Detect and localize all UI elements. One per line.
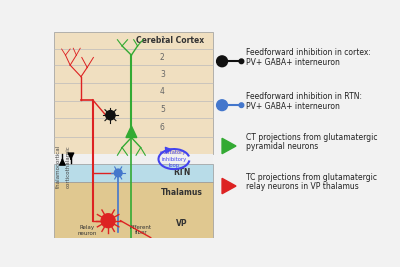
Circle shape	[217, 100, 228, 111]
Text: Relay
neuron: Relay neuron	[78, 225, 97, 236]
Text: corticothalamic: corticothalamic	[65, 146, 70, 188]
Text: excitatory-
inhibitory
loop: excitatory- inhibitory loop	[160, 150, 188, 168]
Polygon shape	[222, 178, 236, 194]
Text: Feedforward inhibition in RTN:: Feedforward inhibition in RTN:	[246, 92, 362, 101]
Text: RTN: RTN	[173, 168, 190, 178]
Text: 1: 1	[160, 36, 165, 45]
Text: PV+ GABA+ interneuron: PV+ GABA+ interneuron	[246, 58, 340, 67]
Text: VP: VP	[176, 218, 188, 227]
Text: 5: 5	[160, 105, 165, 114]
Text: 3: 3	[160, 69, 165, 78]
Polygon shape	[126, 126, 137, 138]
Text: TC projections from glutamatergic: TC projections from glutamatergic	[246, 173, 377, 182]
Circle shape	[239, 59, 244, 64]
Circle shape	[239, 103, 244, 108]
Text: Cerebral Cortex: Cerebral Cortex	[136, 36, 204, 45]
Bar	[54, 182, 213, 238]
Text: thalamocortical: thalamocortical	[56, 145, 61, 189]
Circle shape	[114, 169, 122, 177]
Text: 6: 6	[160, 123, 165, 132]
Circle shape	[217, 56, 228, 67]
Bar	[54, 154, 213, 164]
Bar	[54, 32, 213, 154]
Text: PV+ GABA+ interneuron: PV+ GABA+ interneuron	[246, 101, 340, 111]
Text: Feedforward inhibition in cortex:: Feedforward inhibition in cortex:	[246, 48, 371, 57]
Text: Thalamus: Thalamus	[161, 188, 203, 197]
Text: relay neurons in VP thalamus: relay neurons in VP thalamus	[246, 182, 359, 191]
Text: 2: 2	[160, 53, 165, 62]
Circle shape	[106, 111, 115, 120]
Bar	[54, 164, 213, 182]
Polygon shape	[222, 138, 236, 154]
Circle shape	[101, 214, 115, 228]
Text: Afferent
fiber: Afferent fiber	[130, 225, 152, 235]
Text: CT projections from glutamatergic: CT projections from glutamatergic	[246, 133, 378, 142]
Text: 4: 4	[160, 87, 165, 96]
Text: pyramidal neurons: pyramidal neurons	[246, 142, 318, 151]
